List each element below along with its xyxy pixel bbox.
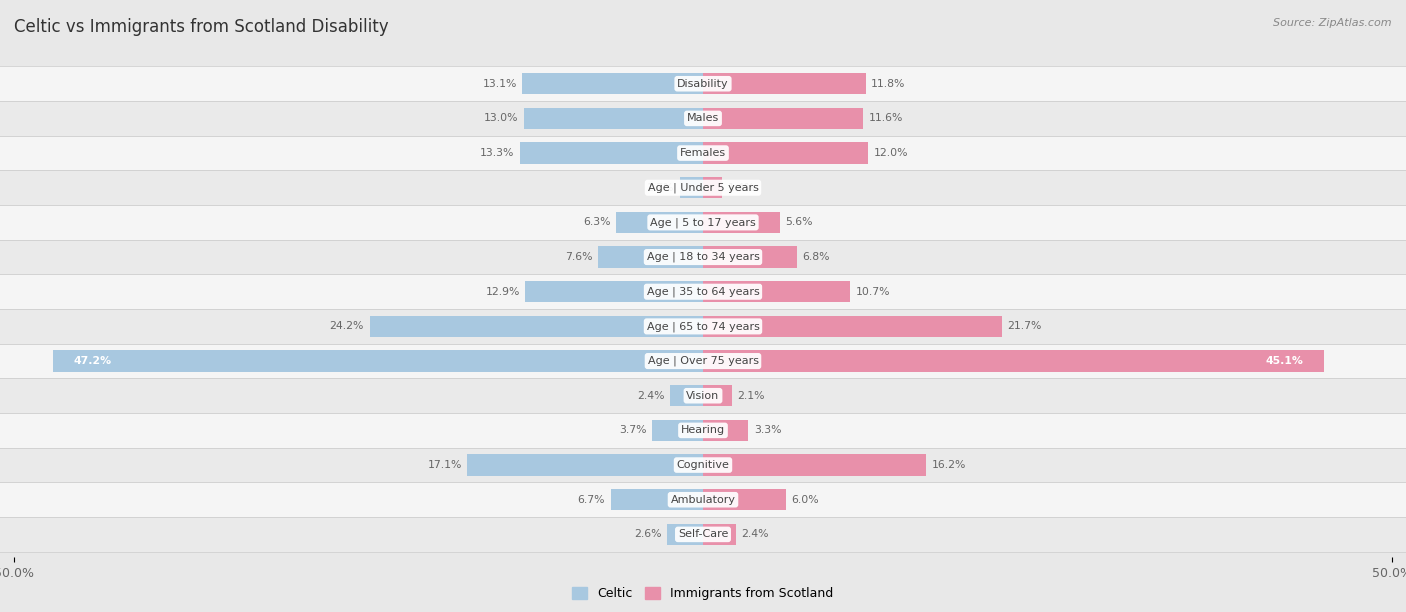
- Text: 13.0%: 13.0%: [484, 113, 519, 124]
- Text: Age | 65 to 74 years: Age | 65 to 74 years: [647, 321, 759, 332]
- Bar: [0, 240, 1406, 274]
- Text: 13.3%: 13.3%: [479, 148, 515, 158]
- Bar: [0, 170, 1406, 205]
- Bar: [703, 212, 780, 233]
- Bar: [703, 246, 797, 268]
- Bar: [524, 108, 703, 129]
- Text: 21.7%: 21.7%: [1008, 321, 1042, 331]
- Bar: [610, 489, 703, 510]
- Bar: [0, 205, 1406, 240]
- Text: Hearing: Hearing: [681, 425, 725, 435]
- Bar: [0, 274, 1406, 309]
- Text: 16.2%: 16.2%: [932, 460, 966, 470]
- Text: 11.8%: 11.8%: [872, 79, 905, 89]
- Text: Disability: Disability: [678, 79, 728, 89]
- Text: Age | 35 to 64 years: Age | 35 to 64 years: [647, 286, 759, 297]
- Bar: [520, 143, 703, 164]
- Bar: [703, 385, 733, 406]
- Bar: [0, 448, 1406, 482]
- Bar: [668, 524, 703, 545]
- Text: Vision: Vision: [686, 390, 720, 401]
- Text: 17.1%: 17.1%: [427, 460, 461, 470]
- Text: 6.3%: 6.3%: [583, 217, 610, 228]
- Text: 10.7%: 10.7%: [856, 287, 890, 297]
- Text: 5.6%: 5.6%: [786, 217, 813, 228]
- Text: 2.4%: 2.4%: [637, 390, 665, 401]
- Text: 13.1%: 13.1%: [482, 79, 517, 89]
- Bar: [703, 177, 723, 198]
- Bar: [370, 316, 703, 337]
- Text: 6.7%: 6.7%: [578, 494, 605, 505]
- Text: 12.0%: 12.0%: [875, 148, 908, 158]
- Text: Females: Females: [681, 148, 725, 158]
- Text: 1.4%: 1.4%: [728, 183, 755, 193]
- Legend: Celtic, Immigrants from Scotland: Celtic, Immigrants from Scotland: [568, 582, 838, 605]
- Bar: [679, 177, 703, 198]
- Text: 11.6%: 11.6%: [869, 113, 903, 124]
- Bar: [703, 108, 863, 129]
- Bar: [616, 212, 703, 233]
- Text: 7.6%: 7.6%: [565, 252, 593, 262]
- Text: 2.1%: 2.1%: [738, 390, 765, 401]
- Bar: [0, 66, 1406, 101]
- Text: Ambulatory: Ambulatory: [671, 494, 735, 505]
- Bar: [0, 378, 1406, 413]
- Text: Celtic vs Immigrants from Scotland Disability: Celtic vs Immigrants from Scotland Disab…: [14, 18, 388, 36]
- Bar: [467, 454, 703, 476]
- Bar: [703, 489, 786, 510]
- Text: Cognitive: Cognitive: [676, 460, 730, 470]
- Text: Age | Under 5 years: Age | Under 5 years: [648, 182, 758, 193]
- Text: Age | 18 to 34 years: Age | 18 to 34 years: [647, 252, 759, 263]
- Text: 6.0%: 6.0%: [792, 494, 818, 505]
- Text: 2.4%: 2.4%: [741, 529, 769, 539]
- Bar: [703, 420, 748, 441]
- Bar: [703, 143, 869, 164]
- Text: 2.6%: 2.6%: [634, 529, 662, 539]
- Text: Self-Care: Self-Care: [678, 529, 728, 539]
- Bar: [0, 344, 1406, 378]
- Bar: [526, 281, 703, 302]
- Bar: [703, 316, 1002, 337]
- Bar: [703, 73, 866, 94]
- Text: 12.9%: 12.9%: [485, 287, 520, 297]
- Bar: [523, 73, 703, 94]
- Text: Age | 5 to 17 years: Age | 5 to 17 years: [650, 217, 756, 228]
- Text: 3.7%: 3.7%: [619, 425, 647, 435]
- Bar: [0, 101, 1406, 136]
- Text: Males: Males: [688, 113, 718, 124]
- Text: 45.1%: 45.1%: [1265, 356, 1303, 366]
- Text: Source: ZipAtlas.com: Source: ZipAtlas.com: [1274, 18, 1392, 28]
- Text: Age | Over 75 years: Age | Over 75 years: [648, 356, 758, 367]
- Text: 6.8%: 6.8%: [803, 252, 830, 262]
- Bar: [703, 350, 1324, 372]
- Bar: [52, 350, 703, 372]
- Bar: [0, 517, 1406, 552]
- Bar: [703, 281, 851, 302]
- Bar: [599, 246, 703, 268]
- Bar: [703, 454, 927, 476]
- Bar: [0, 309, 1406, 344]
- Text: 47.2%: 47.2%: [73, 356, 111, 366]
- Bar: [0, 413, 1406, 448]
- Bar: [652, 420, 703, 441]
- Bar: [669, 385, 703, 406]
- Bar: [0, 136, 1406, 170]
- Bar: [0, 482, 1406, 517]
- Text: 1.7%: 1.7%: [647, 183, 673, 193]
- Bar: [703, 524, 737, 545]
- Text: 3.3%: 3.3%: [754, 425, 782, 435]
- Text: 24.2%: 24.2%: [329, 321, 364, 331]
